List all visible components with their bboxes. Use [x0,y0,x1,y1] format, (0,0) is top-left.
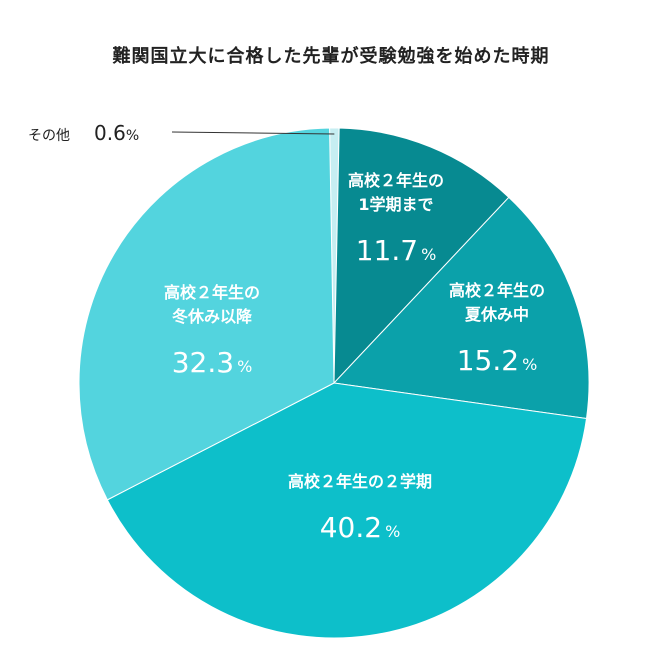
slice-term1-label-line-2: 1学期まで [358,195,433,214]
slice-winter-value: 32.3% [172,346,253,379]
slice-summer-label-line-1: 高校２年生の [449,281,545,300]
slice-term2-label-line-1: 高校２年生の２学期 [288,472,432,491]
slice-other-label: その他 0.6% [28,121,335,145]
slice-term1 [333,127,510,385]
slice-winter-label-line-1: 高校２年生の [164,283,260,302]
slice-summer [332,196,590,420]
label-other-value: 0.6% [94,121,139,145]
slice-winter-label-line-2: 冬休み以降 [172,307,253,326]
slice-term2 [106,382,588,639]
slice-term1-label-line-1: 高校２年生の [348,171,444,190]
slice-winter [78,127,335,501]
label-other-name: その他 [28,128,70,144]
chart-title: 難関国立大に合格した先輩が受験勉強を始めた時期 [112,46,550,67]
slice-summer-label-line-2: 夏休み中 [464,305,529,324]
pie-slices [78,127,590,639]
leader-line-other [171,131,335,135]
